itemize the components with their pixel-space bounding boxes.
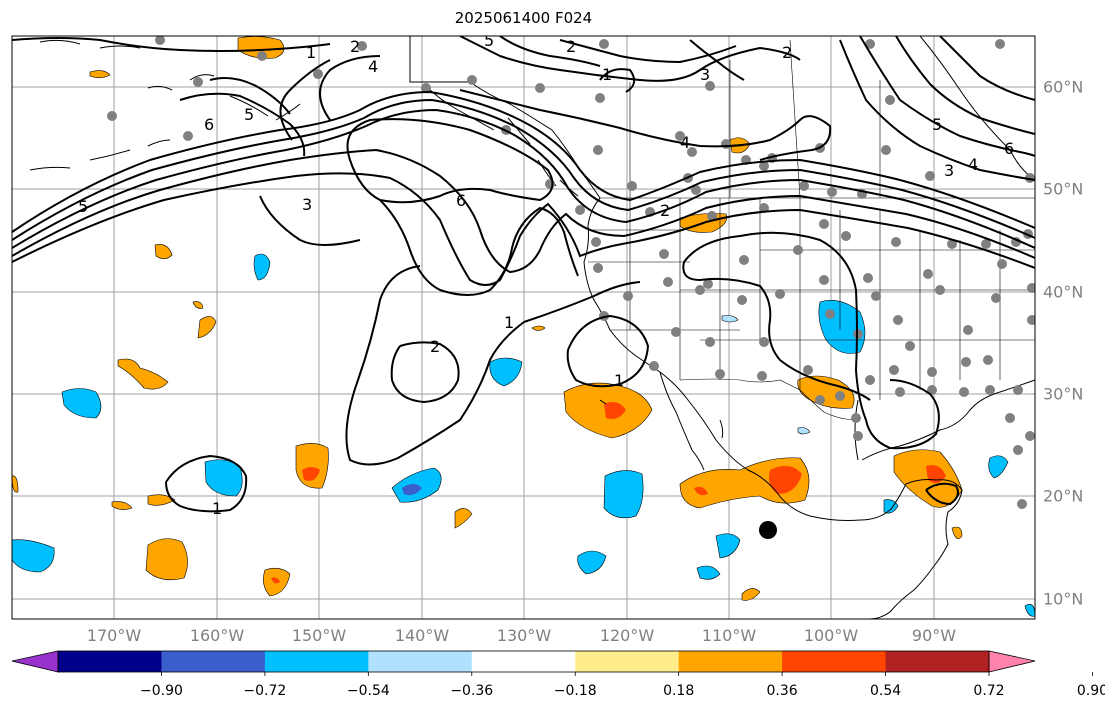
- colorbar-tick-label: −0.36: [450, 683, 494, 699]
- map-frame: [11, 35, 1036, 620]
- contour-label-1: 1: [306, 43, 316, 62]
- contour-label-5d: 5: [932, 115, 942, 134]
- colorbar-tick-label: −0.18: [553, 683, 597, 699]
- colorbar-tick-label: −0.90: [139, 683, 183, 699]
- contour-label-3: 3: [700, 65, 710, 84]
- contour-label-1d: 1: [614, 371, 624, 390]
- map-title: 2025061400 F024: [454, 9, 593, 27]
- colorbar-segment: [575, 651, 680, 672]
- contour-label-5c: 5: [78, 197, 88, 216]
- lat-label-60n: 60°N: [1043, 77, 1084, 97]
- lon-label-130w: 130°W: [496, 626, 552, 645]
- lat-label-20n: 20°N: [1043, 486, 1084, 506]
- contour-label-2b: 2: [566, 37, 576, 56]
- colorbar-tick-label: −0.54: [346, 683, 390, 699]
- colorbar-segment: [678, 651, 783, 672]
- lon-label-110w: 110°W: [701, 626, 757, 645]
- contour-label-6c: 6: [1004, 139, 1014, 158]
- colorbar-segment: [58, 651, 162, 672]
- contour-label-2d: 2: [660, 201, 670, 220]
- lat-label-50n: 50°N: [1043, 179, 1084, 199]
- contour-label-1c: 1: [504, 313, 514, 332]
- contour-labels: 1 2 4 5 2 1 3 2 4 2 6 5 5 3 6 1 2 1 1 5 …: [78, 31, 1014, 518]
- colorbar-segment: [885, 651, 990, 672]
- lon-label-160w: 160°W: [189, 626, 245, 645]
- colorbar-tick-label: 0.18: [663, 683, 695, 699]
- lon-label-90w: 90°W: [911, 626, 957, 645]
- contour-label-4: 4: [368, 57, 378, 76]
- colorbar-segment: [264, 651, 369, 672]
- contour-label-4b: 4: [680, 133, 690, 152]
- negative-anomaly-patches: [12, 253, 1035, 617]
- colorbar-tick-label: 0.90: [1076, 683, 1105, 699]
- lon-label-120w: 120°W: [599, 626, 655, 645]
- colorbar-tick-label: 0.36: [766, 683, 798, 699]
- positive-anomaly-patches: [12, 36, 963, 601]
- colorbar-segment: [471, 651, 576, 672]
- contour-label-6b: 6: [456, 191, 466, 210]
- colorbar-tick-label: −0.72: [243, 683, 287, 699]
- contour-label-3c: 3: [944, 161, 954, 180]
- lon-label-150w: 150°W: [291, 626, 347, 645]
- colorbar-segment: [368, 651, 473, 672]
- contour-label-1b: 1: [602, 65, 612, 84]
- colorbar-tick-label: 0.54: [869, 683, 902, 699]
- colorbar-tick-label: 0.72: [973, 683, 1005, 699]
- lon-label-140w: 140°W: [394, 626, 450, 645]
- contour-label-2: 2: [350, 37, 360, 56]
- lon-label-170w: 170°W: [86, 626, 142, 645]
- colorbar-extend-high: [989, 651, 1035, 672]
- station-markers: [107, 36, 1035, 509]
- height-contours: [12, 36, 1035, 513]
- contour-label-5: 5: [484, 31, 494, 50]
- lat-label-40n: 40°N: [1043, 282, 1084, 302]
- lon-label-100w: 100°W: [803, 626, 859, 645]
- storm-center-marker: [759, 521, 777, 539]
- lat-label-30n: 30°N: [1043, 384, 1084, 404]
- contour-label-2e: 2: [430, 337, 440, 356]
- lat-label-10n: 10°N: [1043, 589, 1084, 609]
- contour-label-3b: 3: [302, 195, 312, 214]
- colorbar-segment: [782, 651, 887, 672]
- contour-label-6: 6: [204, 115, 214, 134]
- colorbar-extend-low: [12, 651, 58, 672]
- contour-label-5b: 5: [244, 105, 254, 124]
- contour-label-4c: 4: [968, 155, 978, 174]
- colorbar-segment: [161, 651, 266, 672]
- contour-label-1e: 1: [212, 499, 222, 518]
- map-gridlines: [12, 36, 1035, 619]
- contour-label-2c: 2: [782, 43, 792, 62]
